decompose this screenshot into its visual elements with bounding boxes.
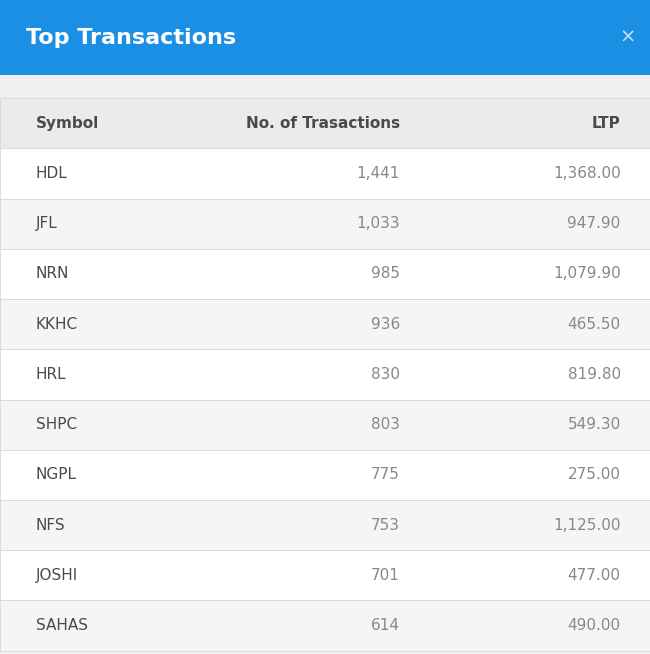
Text: 1,125.00: 1,125.00 xyxy=(553,517,621,532)
Text: 490.00: 490.00 xyxy=(567,618,621,633)
Text: Symbol: Symbol xyxy=(36,116,99,131)
Text: 1,368.00: 1,368.00 xyxy=(553,166,621,181)
Text: LTP: LTP xyxy=(592,116,621,131)
Text: 1,441: 1,441 xyxy=(356,166,400,181)
Text: 1,033: 1,033 xyxy=(356,216,400,232)
FancyBboxPatch shape xyxy=(0,550,650,600)
Text: 275.00: 275.00 xyxy=(567,468,621,483)
Text: 947.90: 947.90 xyxy=(567,216,621,232)
FancyBboxPatch shape xyxy=(0,400,650,450)
FancyBboxPatch shape xyxy=(0,299,650,349)
Text: NGPL: NGPL xyxy=(36,468,77,483)
Text: ×: × xyxy=(619,28,636,47)
FancyBboxPatch shape xyxy=(0,349,650,400)
FancyBboxPatch shape xyxy=(0,148,650,199)
Text: HDL: HDL xyxy=(36,166,68,181)
Text: 830: 830 xyxy=(370,367,400,382)
Text: JOSHI: JOSHI xyxy=(36,568,78,583)
Text: 465.50: 465.50 xyxy=(567,317,621,332)
FancyBboxPatch shape xyxy=(0,249,650,299)
Text: 753: 753 xyxy=(370,517,400,532)
FancyBboxPatch shape xyxy=(0,500,650,550)
Text: SAHAS: SAHAS xyxy=(36,618,88,633)
Text: 819.80: 819.80 xyxy=(567,367,621,382)
Text: 549.30: 549.30 xyxy=(567,417,621,432)
FancyBboxPatch shape xyxy=(0,98,650,148)
FancyBboxPatch shape xyxy=(0,0,650,75)
FancyBboxPatch shape xyxy=(0,600,650,651)
Text: 775: 775 xyxy=(371,468,400,483)
Text: HRL: HRL xyxy=(36,367,66,382)
Text: 1,079.90: 1,079.90 xyxy=(553,266,621,281)
Text: NRN: NRN xyxy=(36,266,69,281)
Text: KKHC: KKHC xyxy=(36,317,78,332)
FancyBboxPatch shape xyxy=(0,450,650,500)
Text: 701: 701 xyxy=(371,568,400,583)
FancyBboxPatch shape xyxy=(0,199,650,249)
Text: 477.00: 477.00 xyxy=(567,568,621,583)
Text: 985: 985 xyxy=(370,266,400,281)
Text: Top Transactions: Top Transactions xyxy=(26,27,236,48)
Text: SHPC: SHPC xyxy=(36,417,77,432)
Text: 936: 936 xyxy=(370,317,400,332)
Text: 803: 803 xyxy=(370,417,400,432)
Text: 614: 614 xyxy=(370,618,400,633)
Text: JFL: JFL xyxy=(36,216,57,232)
Text: No. of Trasactions: No. of Trasactions xyxy=(246,116,400,131)
Text: NFS: NFS xyxy=(36,517,66,532)
